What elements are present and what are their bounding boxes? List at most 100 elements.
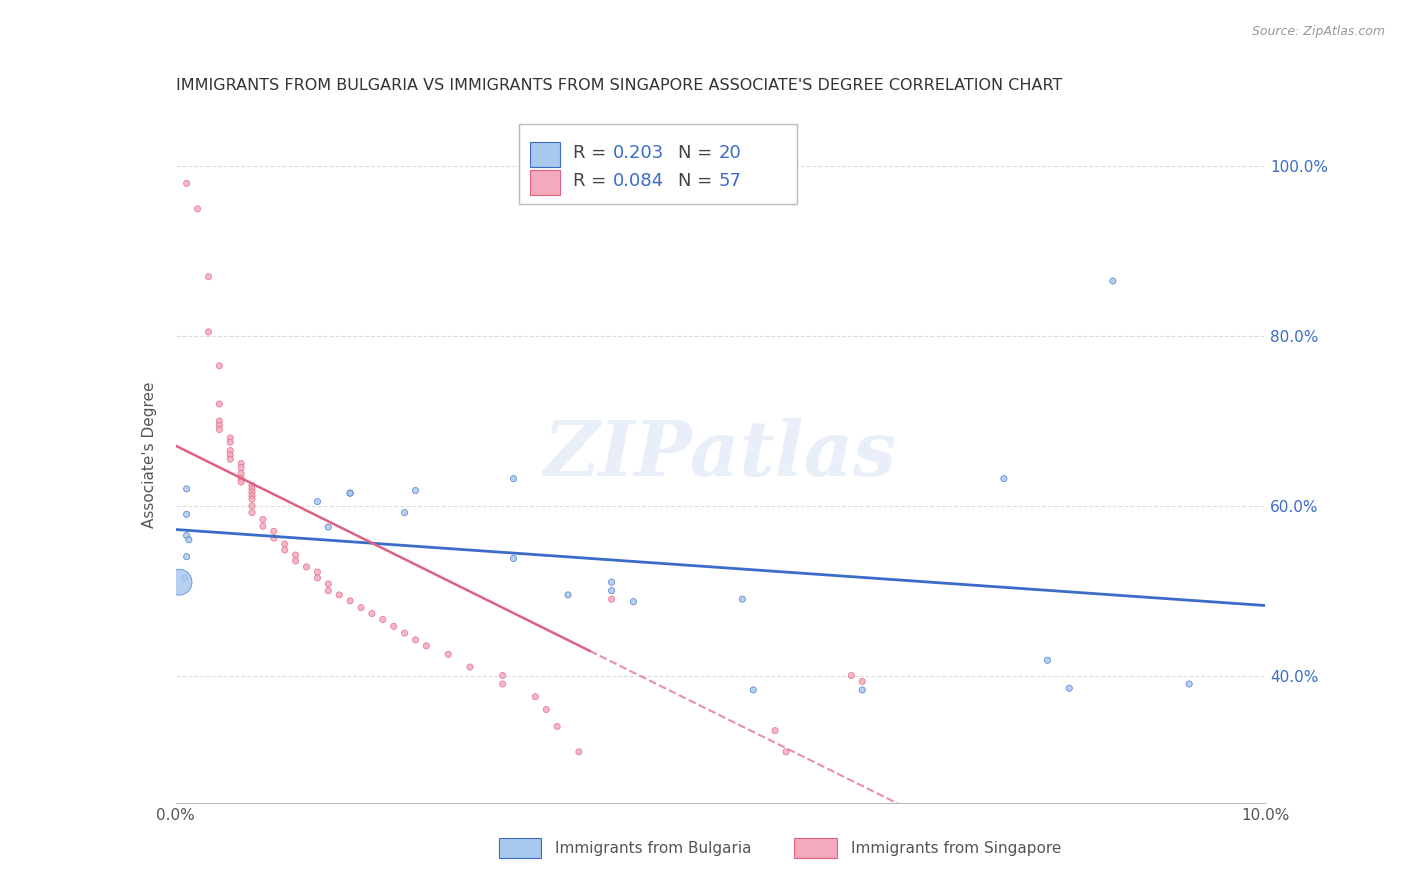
Text: 0.084: 0.084 [613, 172, 664, 190]
Point [176, 508, 198, 522]
Point [492, 677, 515, 691]
Point [524, 690, 547, 704]
Point [394, 506, 416, 520]
Point [621, 595, 644, 609]
Point [600, 592, 623, 607]
Text: N =: N = [678, 172, 718, 190]
Point [173, 571, 195, 585]
Point [851, 674, 873, 689]
Point [742, 682, 765, 697]
Point [318, 520, 340, 534]
Point [492, 668, 515, 682]
Point [546, 719, 568, 733]
Point [177, 533, 200, 547]
Point [633, 177, 655, 191]
Point [176, 528, 198, 542]
Point [1102, 274, 1125, 288]
Point [284, 548, 307, 562]
FancyBboxPatch shape [530, 169, 561, 194]
Text: Immigrants from Bulgaria: Immigrants from Bulgaria [555, 841, 752, 855]
Point [240, 482, 263, 496]
Point [240, 491, 263, 506]
Point [600, 575, 623, 590]
Point [502, 472, 524, 486]
Point [240, 499, 263, 513]
Point [252, 519, 274, 533]
Point [219, 443, 242, 458]
Text: ZIPatlas: ZIPatlas [544, 418, 897, 491]
Point [219, 435, 242, 450]
Point [186, 202, 209, 216]
Point [231, 457, 253, 471]
Point [731, 592, 754, 607]
FancyBboxPatch shape [519, 124, 797, 204]
Point [1178, 677, 1201, 691]
Point [167, 575, 190, 590]
Text: R =: R = [574, 172, 613, 190]
Point [307, 571, 329, 585]
Point [219, 448, 242, 462]
Point [263, 524, 285, 539]
Point [219, 452, 242, 467]
Text: 20: 20 [718, 144, 741, 162]
Point [600, 583, 623, 598]
Point [231, 467, 253, 481]
Point [502, 551, 524, 566]
Point [176, 482, 198, 496]
Point [415, 639, 437, 653]
Point [176, 177, 198, 191]
Point [197, 325, 219, 339]
Point [394, 626, 416, 640]
Point [328, 588, 350, 602]
Point [350, 600, 373, 615]
Point [295, 560, 318, 574]
Point [405, 483, 427, 498]
Point [284, 554, 307, 568]
Point [775, 745, 797, 759]
Text: 57: 57 [718, 172, 741, 190]
Point [274, 537, 297, 551]
Point [339, 486, 361, 500]
Text: N =: N = [678, 144, 718, 162]
Point [339, 594, 361, 608]
Point [534, 702, 557, 716]
Point [568, 745, 591, 759]
Point [231, 472, 253, 486]
Point [318, 583, 340, 598]
Point [437, 648, 460, 662]
Point [339, 486, 361, 500]
Point [274, 543, 297, 558]
Point [458, 660, 481, 674]
Point [240, 485, 263, 500]
Point [240, 478, 263, 492]
Point [176, 549, 198, 564]
Point [208, 414, 231, 428]
Text: R =: R = [574, 144, 613, 162]
Text: Source: ZipAtlas.com: Source: ZipAtlas.com [1251, 25, 1385, 38]
Point [1036, 653, 1059, 667]
Point [208, 418, 231, 433]
Point [763, 723, 786, 738]
Point [371, 613, 394, 627]
Point [197, 269, 219, 284]
Point [240, 489, 263, 503]
Point [231, 460, 253, 475]
Point [307, 494, 329, 508]
Point [240, 506, 263, 520]
Point [993, 472, 1015, 486]
Point [307, 565, 329, 579]
Point [318, 577, 340, 591]
Point [208, 422, 231, 436]
Point [208, 359, 231, 373]
FancyBboxPatch shape [530, 142, 561, 167]
Point [1057, 681, 1080, 696]
Y-axis label: Associate's Degree: Associate's Degree [142, 382, 157, 528]
Point [263, 531, 285, 545]
Point [231, 475, 253, 489]
Text: 0.203: 0.203 [613, 144, 664, 162]
Point [360, 607, 382, 621]
Point [208, 397, 231, 411]
Point [219, 431, 242, 445]
Point [382, 619, 405, 633]
Point [841, 668, 863, 682]
